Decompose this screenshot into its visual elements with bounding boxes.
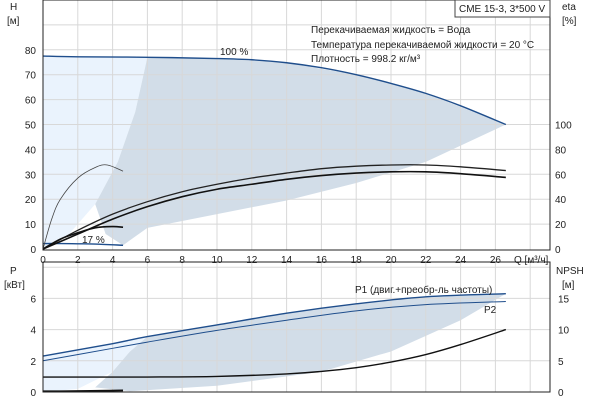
p-tick-label: 2 xyxy=(30,357,36,368)
npsh-tick-label: 0 xyxy=(558,388,564,399)
series-line-p1 xyxy=(42,293,506,357)
eta-tick-label: 80 xyxy=(555,145,567,156)
eta-tick-label: 40 xyxy=(555,195,567,206)
x-tick-label: 14 xyxy=(281,255,293,266)
chart-title: CME 15-3, 3*500 V xyxy=(459,4,545,15)
series-line-eta-17- xyxy=(42,225,124,250)
series-line-p-17- xyxy=(42,389,124,393)
h-tick-label: 10 xyxy=(25,220,37,231)
top-dark-area xyxy=(95,57,506,246)
h-tick-label: 80 xyxy=(25,46,37,57)
info-temperature: Температура перекачиваемой жидкости = 20… xyxy=(311,40,534,51)
h-axis-unit: [м] xyxy=(7,16,20,27)
eta-tick-label: 20 xyxy=(555,220,567,231)
series-line-eta-17-thin xyxy=(42,164,124,250)
top-light-area xyxy=(43,56,148,250)
series-line-npsh xyxy=(43,328,507,378)
eta-axis-label: eta xyxy=(562,2,576,13)
h-tick-label: 20 xyxy=(25,195,37,206)
label-p1: P1 (двиг.+преобр-ль частоты) xyxy=(355,284,492,296)
h-tick-label: 30 xyxy=(25,170,37,181)
p-axis-unit: [кВт] xyxy=(4,280,25,291)
x-tick-label: 6 xyxy=(145,255,151,266)
label-17-percent: 17 % xyxy=(82,235,105,246)
p-axis-label: P xyxy=(10,266,17,277)
h-tick-label: 70 xyxy=(25,71,37,82)
eta-tick-label: 60 xyxy=(555,170,567,181)
x-tick-label: 2 xyxy=(75,255,81,266)
x-tick-label: 18 xyxy=(351,255,363,266)
bottom-dark-area xyxy=(95,293,506,392)
eta-tick-label: 0 xyxy=(555,245,561,256)
x-tick-label: 0 xyxy=(40,255,46,266)
eta-tick-label: 100 xyxy=(555,121,572,132)
label-p2: P2 xyxy=(484,305,497,316)
x-axis-label: Q [м³/ч] xyxy=(514,255,549,266)
x-tick-label: 12 xyxy=(246,255,258,266)
bottom-plot-frame xyxy=(42,261,551,393)
series-line-eta-2 xyxy=(42,170,506,250)
h-axis-label: H xyxy=(10,2,17,13)
tick-labels: 0 2 4 6 8 10 12 14 16 18 20 22 24 2601020304050607080… xyxy=(25,46,572,399)
label-100-percent: 100 % xyxy=(220,47,248,58)
x-tick-label: 20 xyxy=(385,255,397,266)
h-tick-label: 0 xyxy=(30,245,36,256)
x-tick-label: 8 xyxy=(179,255,185,266)
npsh-axis-label: NPSH xyxy=(556,266,584,277)
npsh-tick-label: 15 xyxy=(558,294,570,305)
x-tick-label: 16 xyxy=(316,255,328,266)
npsh-tick-label: 5 xyxy=(558,357,564,368)
h-tick-label: 40 xyxy=(25,145,37,156)
x-tick-label: 26 xyxy=(490,255,502,266)
x-tick-label: 4 xyxy=(110,255,116,266)
series-layer xyxy=(42,55,507,393)
operating-area xyxy=(43,56,506,392)
info-liquid: Перекачиваемая жидкость = Вода xyxy=(311,25,471,36)
series-line-p2 xyxy=(42,301,506,362)
p-tick-label: 0 xyxy=(30,388,36,399)
series-line-eta-1 xyxy=(42,164,506,250)
h-tick-label: 60 xyxy=(25,96,37,107)
h-tick-label: 50 xyxy=(25,121,37,132)
p-tick-label: 4 xyxy=(30,326,36,337)
p-tick-label: 6 xyxy=(30,294,36,305)
series-line-h-100- xyxy=(42,55,507,126)
npsh-tick-label: 10 xyxy=(558,326,570,337)
top-plot-frame xyxy=(42,0,551,251)
eta-axis-unit: [%] xyxy=(562,16,577,27)
npsh-axis-unit: [м] xyxy=(562,280,575,291)
title-box xyxy=(454,0,551,18)
info-density: Плотность = 998.2 кг/м³ xyxy=(311,54,421,65)
x-tick-label: 22 xyxy=(420,255,432,266)
bottom-light-area xyxy=(43,336,148,392)
x-tick-label: 24 xyxy=(455,255,467,266)
x-tick-label: 10 xyxy=(211,255,223,266)
